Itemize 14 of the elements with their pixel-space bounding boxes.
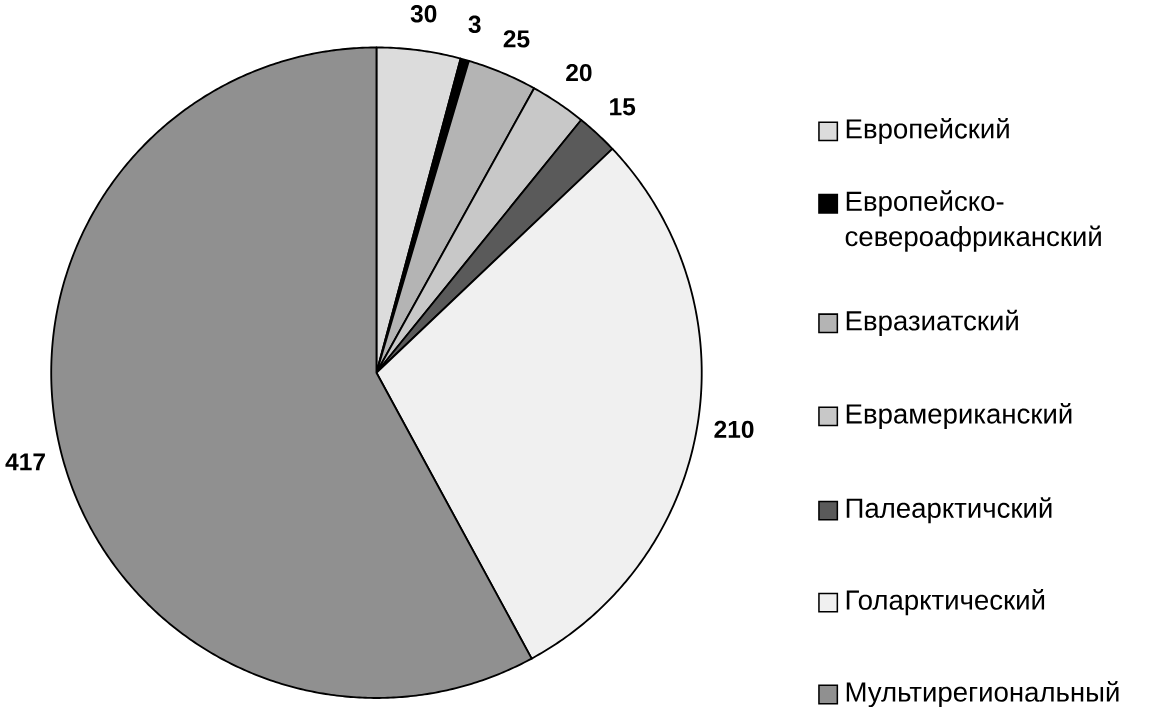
data-label: 20 (566, 63, 592, 82)
legend-label: Палеарктичский (846, 497, 1052, 524)
data-label: 15 (610, 98, 636, 116)
legend-label: Евразиатский (846, 309, 1018, 336)
data-label: 30 (410, 4, 437, 23)
data-label: 210 (714, 420, 754, 438)
data-label: 25 (503, 30, 530, 48)
data-label: 3 (468, 15, 481, 33)
legend-label: Мультирегиональный (846, 680, 1119, 707)
data-label: 417 (5, 453, 45, 471)
legend-label: Европейско-североафриканский (845, 190, 1101, 252)
legend-label: Европейский (846, 117, 1009, 144)
legend-label: Еврамериканский (846, 402, 1072, 429)
legend-label: Голарктический (846, 588, 1045, 616)
